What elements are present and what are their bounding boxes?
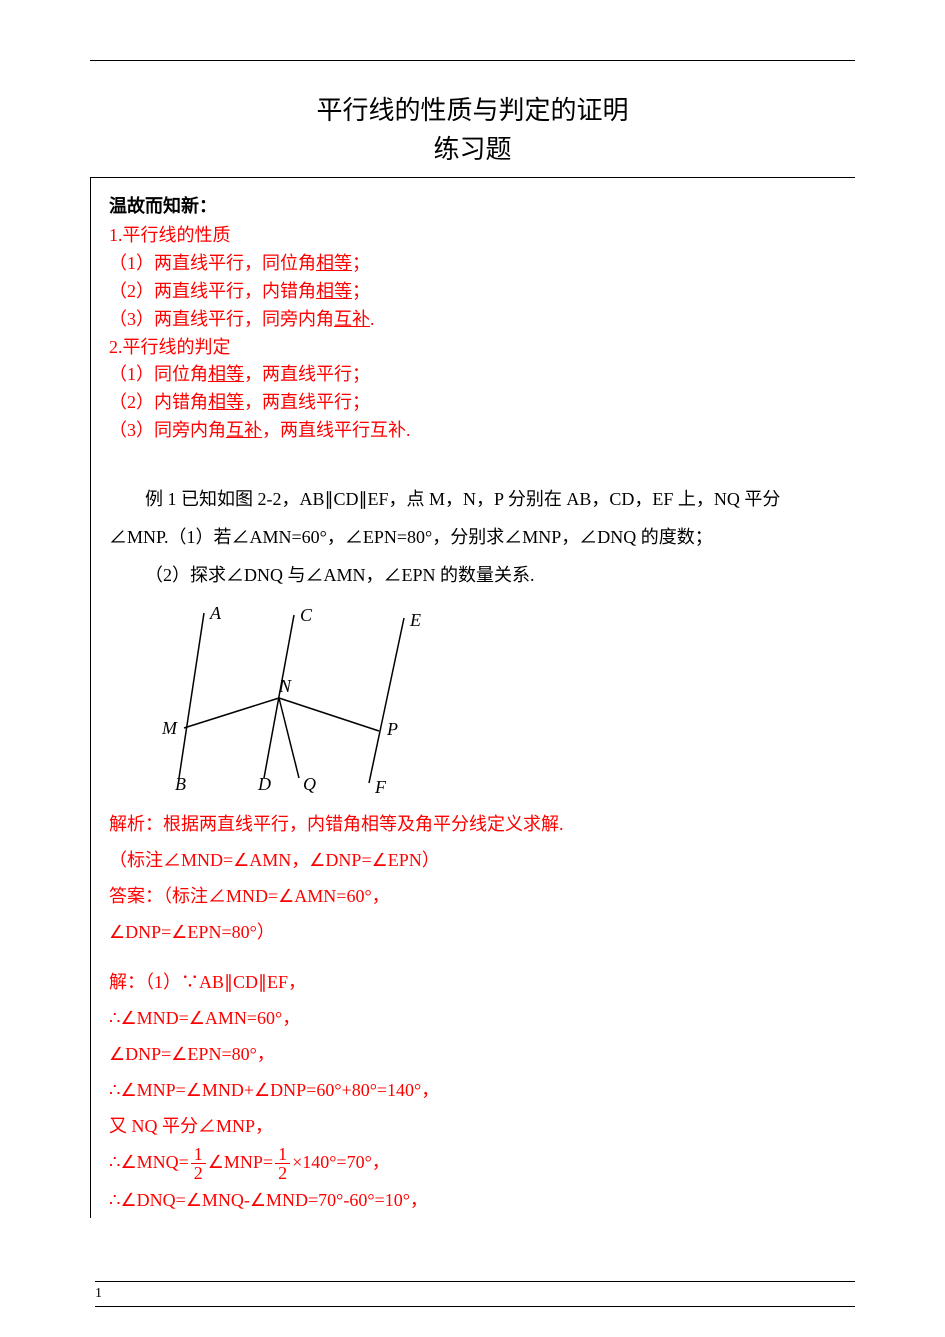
frac-den: 2 — [275, 1164, 290, 1182]
s2i2-suf: ，两直线平行； — [244, 392, 370, 412]
sec1-item-2: （2）两直线平行，内错角相等； — [109, 278, 837, 306]
sol-l7: ∠DNP=∠EPN=80°， — [109, 1036, 837, 1072]
example-p1: 例 1 已知如图 2-2，AB∥CD∥EF，点 M，N，P 分别在 AB，CD，… — [109, 481, 837, 557]
svg-text:E: E — [409, 610, 421, 630]
svg-text:M: M — [161, 718, 178, 738]
sol-l2: （标注∠MND=∠AMN，∠DNP=∠EPN） — [109, 842, 837, 878]
sol-l1: 解析：根据两直线平行，内错角相等及角平分线定义求解. — [109, 806, 837, 842]
sec2-item-2: （2）内错角相等，两直线平行； — [109, 389, 837, 417]
sol-l5: 解：（1）∵AB∥CD∥EF， — [109, 964, 837, 1000]
s1i1-pre: （1）两直线平行，同位角 — [109, 253, 316, 273]
s1i1-suf: ； — [352, 253, 370, 273]
s2i1-u: 相等 — [208, 364, 244, 384]
diagram-svg: A B C D E F M N P Q — [149, 603, 429, 793]
s1i3-suf: . — [370, 309, 375, 329]
s1i2-suf: ； — [352, 281, 370, 301]
frac-den: 2 — [191, 1164, 206, 1182]
s1i2-pre: （2）两直线平行，内错角 — [109, 281, 316, 301]
svg-text:N: N — [278, 676, 292, 696]
s1i3-u: 互补 — [334, 309, 370, 329]
review-sec2-title: 2.平行线的判定 — [109, 334, 837, 362]
s2i3-pre: （3）同旁内角 — [109, 420, 226, 440]
fraction-half-1: 12 — [191, 1145, 206, 1182]
page-subtitle: 练习题 — [90, 130, 855, 169]
page-number: 1 — [95, 1286, 855, 1302]
s2i3-suf: ，两直线平行互补. — [262, 420, 411, 440]
sol-l4: ∠DNP=∠EPN=80°） — [109, 914, 837, 950]
frac-num: 1 — [275, 1145, 290, 1164]
sol-l11: ∴∠DNQ=∠MNQ-∠MND=70°-60°=10°， — [109, 1182, 837, 1218]
frac-num: 1 — [191, 1145, 206, 1164]
content-frame: 温故而知新： 1.平行线的性质 （1）两直线平行，同位角相等； （2）两直线平行… — [90, 177, 855, 1218]
sol-l8: ∴∠MNP=∠MND+∠DNP=60°+80°=140°， — [109, 1072, 837, 1108]
svg-text:B: B — [175, 774, 186, 793]
sec2-title: 平行线的判定 — [123, 337, 231, 357]
sec1-item-1: （1）两直线平行，同位角相等； — [109, 250, 837, 278]
svg-text:D: D — [257, 774, 271, 793]
spacer — [109, 950, 837, 964]
page-title: 平行线的性质与判定的证明 — [90, 91, 855, 130]
example-p2: （2）探求∠DNQ 与∠AMN，∠EPN 的数量关系. — [109, 557, 837, 595]
header-rule — [90, 60, 855, 61]
s2i1-pre: （1）同位角 — [109, 364, 208, 384]
fraction-half-2: 12 — [275, 1145, 290, 1182]
sol-l6: ∴∠MND=∠AMN=60°， — [109, 1000, 837, 1036]
sec1-num: 1. — [109, 225, 123, 245]
geometry-diagram: A B C D E F M N P Q — [149, 603, 837, 798]
svg-text:C: C — [300, 605, 313, 625]
svg-text:Q: Q — [303, 774, 316, 793]
svg-text:P: P — [386, 719, 398, 739]
s1i1-u: 相等 — [316, 253, 352, 273]
sol-l10: ∴∠MNQ=12∠MNP=12×140°=70°， — [109, 1144, 837, 1182]
sec2-item-1: （1）同位角相等，两直线平行； — [109, 361, 837, 389]
sec1-item-3: （3）两直线平行，同旁内角互补. — [109, 306, 837, 334]
s1i2-u: 相等 — [316, 281, 352, 301]
l10-b: ∠MNP= — [208, 1152, 273, 1172]
s2i2-u: 相等 — [208, 392, 244, 412]
s2i1-suf: ，两直线平行； — [244, 364, 370, 384]
review-heading: 温故而知新： — [109, 192, 837, 218]
svg-text:A: A — [209, 603, 222, 623]
sec1-title: 平行线的性质 — [123, 225, 231, 245]
sol-l3: 答案：（标注∠MND=∠AMN=60°， — [109, 878, 837, 914]
s1i3-pre: （3）两直线平行，同旁内角 — [109, 309, 334, 329]
s2i2-pre: （2）内错角 — [109, 392, 208, 412]
sol-l9: 又 NQ 平分∠MNP， — [109, 1108, 837, 1144]
svg-text:F: F — [374, 777, 387, 793]
review-sec1-title: 1.平行线的性质 — [109, 222, 837, 250]
page-footer: 1 — [95, 1281, 855, 1307]
s2i3-u: 互补 — [226, 420, 262, 440]
l10-a: ∴∠MNQ= — [109, 1152, 189, 1172]
spacer — [109, 445, 837, 481]
l10-c: ×140°=70°， — [292, 1152, 390, 1172]
sec2-item-3: （3）同旁内角互补，两直线平行互补. — [109, 417, 837, 445]
document-page: 平行线的性质与判定的证明 练习题 温故而知新： 1.平行线的性质 （1）两直线平… — [0, 0, 945, 1337]
sec2-num: 2. — [109, 337, 123, 357]
